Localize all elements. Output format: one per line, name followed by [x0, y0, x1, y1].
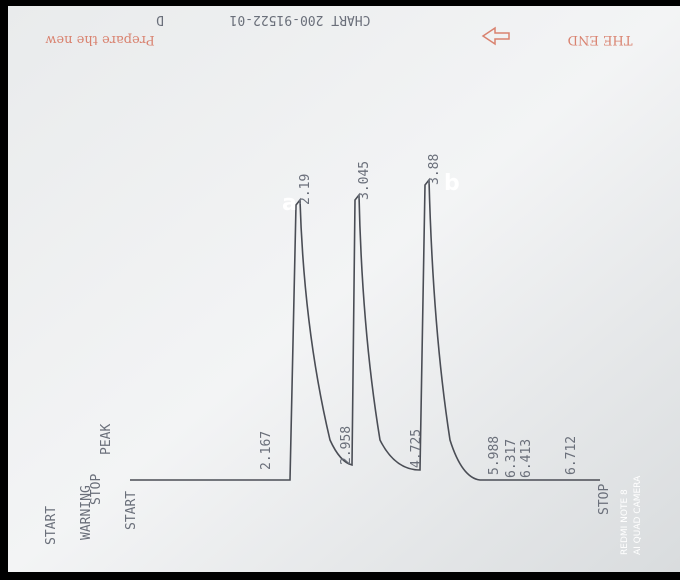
photo: CHART 200-91522-01 D THE END Prepare the ne… [0, 0, 680, 580]
end-note: THE END [568, 32, 633, 47]
stop-label: STOP [597, 484, 612, 515]
event-label: STOP [89, 474, 104, 505]
retention-time: 4.725 [409, 429, 424, 468]
paper [8, 6, 680, 572]
event-label: PEAK [99, 424, 114, 455]
retention-time: 6.317 [504, 439, 519, 478]
chart-code: D [156, 12, 164, 27]
peak-time: 3.88 [427, 154, 442, 185]
event-label: START [44, 506, 59, 545]
watermark: REDMI NOTE 8 [620, 489, 630, 555]
peak-time: 3.045 [357, 161, 372, 200]
retention-time: 2.958 [339, 426, 354, 465]
peak-label: a [282, 191, 297, 216]
chart-id: CHART 200-91522-01 [230, 12, 371, 27]
retention-time: 5.988 [487, 436, 502, 475]
peak-label: b [444, 171, 460, 196]
prepare-note: Prepare the new [45, 32, 154, 47]
retention-time: 2.167 [259, 431, 274, 470]
retention-time: 6.712 [564, 436, 579, 475]
peak-time: 2.19 [298, 174, 313, 205]
watermark: AI QUAD CAMERA [633, 475, 643, 555]
event-label: START [124, 491, 139, 530]
retention-time: 6.413 [519, 439, 534, 478]
